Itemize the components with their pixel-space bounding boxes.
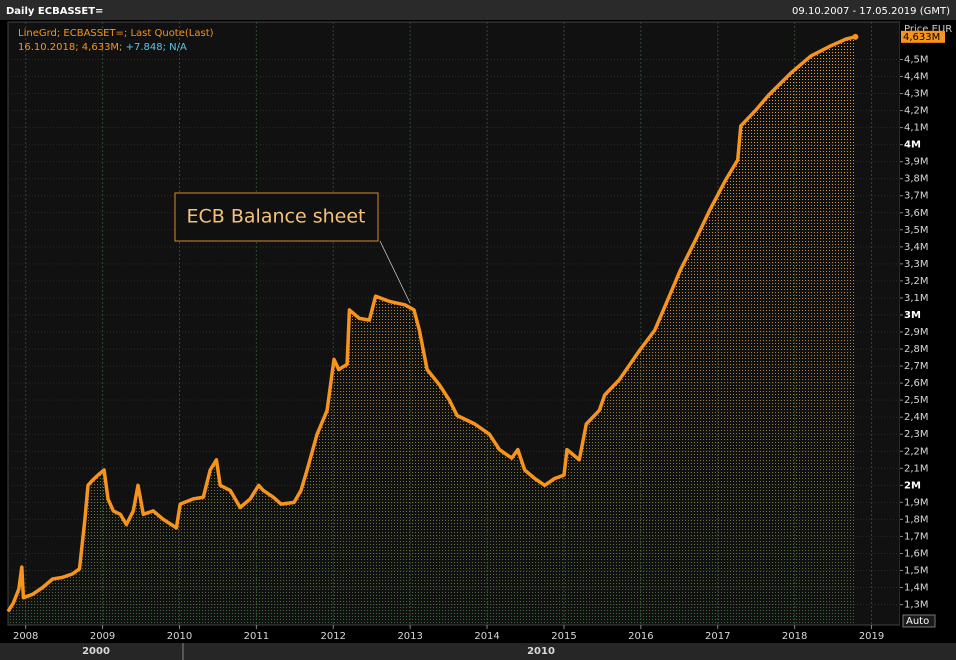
- y-tick-label: 3,2M: [904, 276, 929, 287]
- y-tick-label: 1,7M: [904, 531, 929, 542]
- y-tick-label: 3,7M: [904, 191, 929, 202]
- decade-label: 2010: [527, 646, 555, 657]
- x-tick-label: 2012: [321, 631, 346, 642]
- y-tick-label: 2,9M: [904, 327, 929, 338]
- y-tick-label: 1,4M: [904, 583, 929, 594]
- x-tick-label: 2014: [474, 631, 499, 642]
- y-tick-label: 3,3M: [904, 259, 929, 270]
- x-tick-label: 2016: [628, 631, 653, 642]
- annotation-box: [174, 192, 379, 242]
- y-tick-label: 2,4M: [904, 412, 929, 423]
- info-change: +7.848; N/A: [126, 42, 187, 53]
- y-tick-label: 2,8M: [904, 344, 929, 355]
- last-value-label: 4,633M: [903, 32, 940, 43]
- scale-mode[interactable]: Auto: [906, 616, 929, 627]
- last-value-box: [901, 30, 945, 43]
- annotation-leader: [379, 240, 411, 304]
- y-tick-label: 4,1M: [904, 123, 929, 134]
- y-tick-label: 3,9M: [904, 157, 929, 168]
- x-tick-label: 2018: [782, 631, 807, 642]
- x-tick-label: 2009: [90, 631, 115, 642]
- info-line: 16.10.2018; 4,633M; +7.848; N/A: [18, 42, 187, 53]
- decade-label: 2000: [82, 646, 110, 657]
- y-tick-label: 1,9M: [904, 497, 929, 508]
- decade-bar: [0, 643, 956, 660]
- y-tick-label: 2,3M: [904, 429, 929, 440]
- chart-title: Daily ECBASSET=: [6, 6, 103, 17]
- y-tick-label: 3,4M: [904, 242, 929, 253]
- y-tick-label: 4,2M: [904, 106, 929, 117]
- last-point: [852, 33, 859, 40]
- y-tick-label: 3,8M: [904, 174, 929, 185]
- date-range: 09.10.2007 - 17.05.2019 (GMT): [792, 6, 950, 17]
- y-axis-label: Price EUR: [904, 24, 952, 35]
- x-tick-label: 2013: [397, 631, 422, 642]
- y-tick-label: 1,5M: [904, 565, 929, 576]
- line: [6, 35, 856, 613]
- y-tick-label: 2,7M: [904, 361, 929, 372]
- x-tick-label: 2017: [705, 631, 730, 642]
- scale-mode-box[interactable]: [902, 614, 936, 628]
- y-tick-label: 1,8M: [904, 514, 929, 525]
- x-tick-label: 2011: [244, 631, 269, 642]
- y-tick-label: 4,3M: [904, 89, 929, 100]
- y-tick-label: 2,2M: [904, 446, 929, 457]
- y-tick-label: 2,6M: [904, 378, 929, 389]
- x-tick-label: 2008: [13, 631, 38, 642]
- y-tick-label: 4M: [904, 140, 921, 151]
- annotation: ECB Balance sheet: [187, 206, 366, 228]
- y-tick-label: 2,5M: [904, 395, 929, 406]
- y-tick-label: 2M: [904, 480, 921, 491]
- y-tick-label: 3,1M: [904, 293, 929, 304]
- header-bar: [0, 0, 956, 20]
- y-tick-label: 1,6M: [904, 548, 929, 559]
- info-value: 16.10.2018; 4,633M;: [18, 42, 122, 53]
- y-tick-label: 4,5M: [904, 54, 929, 65]
- x-tick-label: 2010: [167, 631, 192, 642]
- y-tick-label: 3,6M: [904, 208, 929, 219]
- x-tick-label: 2019: [859, 631, 884, 642]
- y-tick-label: 4,4M: [904, 72, 929, 83]
- y-axis-panel: [900, 22, 956, 625]
- legend-line: LineGrd; ECBASSET=; Last Quote(Last): [18, 28, 214, 39]
- y-tick-label: 3,5M: [904, 225, 929, 236]
- y-tick-label: 2,1M: [904, 463, 929, 474]
- y-tick-label: 3M: [904, 310, 921, 321]
- area: [8, 36, 856, 626]
- y-tick-label: 1,3M: [904, 600, 929, 611]
- x-tick-label: 2015: [551, 631, 576, 642]
